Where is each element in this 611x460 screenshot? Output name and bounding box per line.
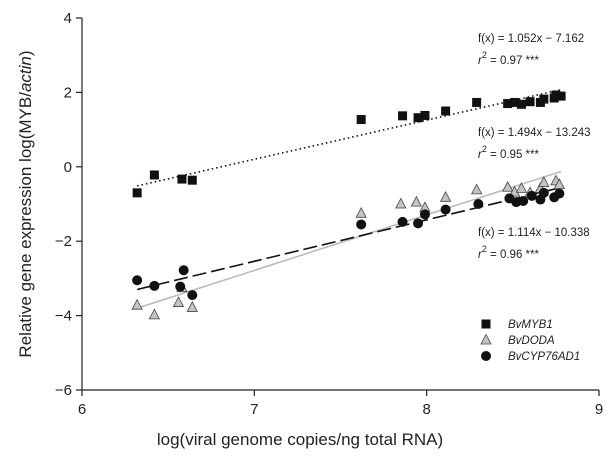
point-bvmyb1 bbox=[472, 97, 482, 107]
point-bvmyb1 bbox=[413, 113, 423, 123]
point-bvcyp76ad1 bbox=[149, 280, 160, 291]
equation-fx: f(x) = 1.494x − 13.243 bbox=[478, 127, 591, 139]
y-tick-label: 2 bbox=[64, 84, 72, 101]
point-bvcyp76ad1 bbox=[419, 209, 430, 220]
y-tick-label: −4 bbox=[55, 308, 72, 325]
y-tick-label: −6 bbox=[55, 382, 72, 399]
point-bvmyb1 bbox=[356, 115, 366, 125]
point-bvdoda bbox=[148, 308, 161, 320]
point-bvmyb1 bbox=[149, 170, 159, 180]
point-bvcyp76ad1 bbox=[178, 265, 189, 276]
point-bvmyb1 bbox=[177, 174, 187, 184]
legend-marker-bvmyb1 bbox=[481, 319, 491, 329]
legend-label-bvmyb1: BvMYB1 bbox=[508, 319, 553, 331]
y-ticks: −6 −4 −2 0 2 4 bbox=[55, 10, 82, 399]
equation-fx: f(x) = 1.114x − 10.338 bbox=[478, 227, 590, 239]
point-bvmyb1 bbox=[398, 111, 408, 121]
data-points bbox=[131, 90, 566, 320]
equation-fx: f(x) = 1.052x − 7.162 bbox=[478, 33, 584, 45]
legend-label-bvcyp76ad1: BvCYP76AD1 bbox=[508, 351, 580, 363]
point-bvmyb1 bbox=[516, 99, 526, 109]
x-tick-label: 8 bbox=[422, 401, 430, 418]
x-tick-label: 9 bbox=[595, 401, 603, 418]
fit-line-bvcyp76ad1 bbox=[136, 186, 562, 291]
y-tick-label: 0 bbox=[64, 159, 72, 176]
point-bvcyp76ad1 bbox=[538, 187, 549, 198]
point-bvmyb1 bbox=[420, 110, 430, 120]
y-tick-label: 4 bbox=[64, 10, 72, 27]
legend: BvMYB1 BvDODA BvCYP76AD1 bbox=[480, 319, 580, 363]
point-bvcyp76ad1 bbox=[187, 290, 198, 301]
point-bvmyb1 bbox=[525, 97, 535, 107]
point-bvdoda bbox=[186, 301, 198, 312]
equation-r2: r2 = 0.96 *** bbox=[478, 244, 539, 261]
point-bvcyp76ad1 bbox=[518, 196, 529, 207]
x-tick-label: 6 bbox=[78, 401, 86, 418]
point-bvcyp76ad1 bbox=[175, 281, 186, 292]
point-bvcyp76ad1 bbox=[554, 188, 565, 199]
point-bvdoda bbox=[439, 190, 452, 202]
point-bvdoda bbox=[502, 180, 514, 192]
point-bvmyb1 bbox=[132, 188, 142, 198]
x-ticks: 6 7 8 9 bbox=[78, 390, 603, 418]
point-bvmyb1 bbox=[551, 90, 561, 100]
point-bvdoda bbox=[538, 176, 550, 187]
fit-line-bvmyb1 bbox=[136, 88, 562, 187]
point-bvcyp76ad1 bbox=[526, 190, 537, 201]
x-tick-label: 7 bbox=[250, 401, 258, 418]
point-bvdoda bbox=[410, 195, 422, 207]
y-axis: −6 −4 −2 0 2 4 bbox=[55, 10, 83, 399]
point-bvcyp76ad1 bbox=[413, 218, 424, 229]
point-bvcyp76ad1 bbox=[473, 199, 484, 209]
y-axis-title-suffix: ) bbox=[16, 50, 35, 56]
point-bvdoda bbox=[355, 206, 367, 218]
point-bvmyb1 bbox=[187, 175, 197, 185]
fit-line-bvdoda bbox=[136, 170, 562, 309]
legend-marker-bvcyp76ad1 bbox=[481, 351, 491, 361]
point-bvmyb1 bbox=[556, 91, 566, 101]
y-axis-title-prefix: Relative gene expression log(MYB/ bbox=[16, 92, 35, 358]
y-tick-label: −2 bbox=[55, 233, 72, 250]
regression-equations: f(x) = 1.052x − 7.162 r2 = 0.97 *** f(x) =… bbox=[478, 33, 591, 261]
point-bvcyp76ad1 bbox=[356, 219, 367, 230]
point-bvcyp76ad1 bbox=[440, 204, 451, 215]
y-axis-title-italic: actin bbox=[16, 56, 35, 92]
point-bvdoda bbox=[131, 298, 143, 310]
point-bvcyp76ad1 bbox=[132, 275, 143, 286]
legend-label-bvdoda: BvDODA bbox=[508, 335, 555, 347]
regression-lines bbox=[136, 88, 562, 309]
point-bvdoda bbox=[395, 197, 407, 209]
point-bvdoda bbox=[172, 296, 185, 307]
point-bvmyb1 bbox=[503, 99, 513, 109]
x-axis-title: log(viral genome copies/ng total RNA) bbox=[157, 430, 443, 449]
legend-marker-bvdoda bbox=[480, 333, 492, 345]
point-bvcyp76ad1 bbox=[397, 216, 408, 227]
point-bvdoda bbox=[515, 182, 528, 193]
point-bvmyb1 bbox=[510, 97, 520, 107]
point-bvmyb1 bbox=[441, 106, 451, 116]
x-axis: 6 7 8 9 bbox=[78, 389, 603, 418]
point-bvmyb1 bbox=[539, 94, 549, 104]
y-axis-title: Relative gene expression log(MYB/actin) bbox=[16, 50, 35, 357]
equation-r2: r2 = 0.95 *** bbox=[478, 144, 539, 161]
point-bvdoda bbox=[470, 183, 483, 195]
equation-r2: r2 = 0.97 *** bbox=[478, 50, 539, 67]
